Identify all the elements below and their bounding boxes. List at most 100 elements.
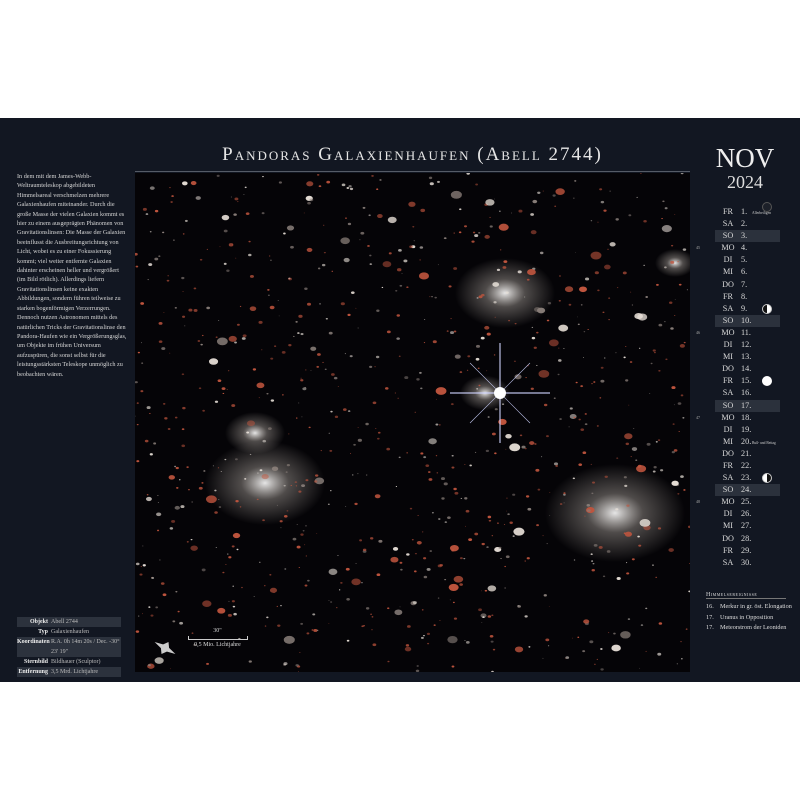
weekday: FR bbox=[722, 376, 733, 386]
calendar-day: FR 29. bbox=[690, 545, 800, 557]
day-number: 3. bbox=[741, 231, 748, 241]
calendar-day: DO 14. bbox=[690, 363, 800, 375]
day-number: 13. bbox=[741, 352, 752, 362]
event-item: 17. Meteorstrom der Leoniden bbox=[706, 624, 796, 632]
title-divider bbox=[135, 171, 690, 172]
calendar-day: FR 22. bbox=[690, 460, 800, 472]
event-text: Meteorstrom der Leoniden bbox=[720, 624, 787, 631]
events-title: Himmelsereignisse bbox=[706, 592, 786, 599]
info-row: Typ Galaxienhaufen bbox=[17, 627, 121, 637]
day-number: 28. bbox=[741, 533, 752, 543]
calendar-day: DI 19. bbox=[690, 424, 800, 436]
calendar-day: FR 15. bbox=[690, 375, 800, 387]
calendar-day: MI 27. bbox=[690, 520, 800, 532]
calendar-day: SO 17. bbox=[690, 399, 800, 412]
info-row: Entfernung 3,5 Mrd. Lichtjahre bbox=[17, 667, 121, 677]
moon-first-icon bbox=[762, 303, 772, 314]
calendar-page: Pandoras Galaxienhaufen (Abell 2744) In … bbox=[0, 118, 800, 682]
info-value: 3,5 Mrd. Lichtjahre bbox=[51, 669, 98, 675]
day-number: 20. bbox=[741, 436, 752, 446]
calendar-day: DI 5. bbox=[690, 254, 800, 266]
week-number: 47 bbox=[696, 414, 700, 420]
scale-distance: 0,5 Mio. Lichtjahre bbox=[194, 642, 241, 648]
weekday: MI bbox=[722, 521, 733, 531]
sunday-highlight bbox=[715, 230, 780, 243]
info-key: Koordinaten bbox=[17, 639, 50, 645]
info-value: Bildhauer (Sculptor) bbox=[51, 659, 101, 665]
weekday: MO bbox=[721, 412, 735, 422]
calendar-day: MI 13. bbox=[690, 351, 800, 363]
weekday: DO bbox=[722, 448, 734, 458]
weekday: DI bbox=[723, 340, 733, 350]
day-number: 1. bbox=[741, 207, 748, 216]
calendar-day: DO 21. bbox=[690, 448, 800, 460]
scale-bar: 30" 0,5 Mio. Lichtjahre bbox=[180, 628, 255, 648]
event-text: Merkur in gr. öst. Elongation bbox=[720, 603, 792, 610]
info-key: Entfernung bbox=[18, 669, 48, 675]
day-number: 14. bbox=[741, 364, 752, 374]
weekday: DI bbox=[723, 424, 733, 434]
day-number: 26. bbox=[741, 509, 752, 519]
weekday: MI bbox=[722, 436, 733, 446]
weekday: SA bbox=[722, 473, 734, 483]
info-row: Koordinaten R.A. 0h 14m 20s / Dec. -30° 2… bbox=[17, 637, 121, 657]
calendar-day: SO 24. bbox=[690, 484, 800, 497]
info-row: Objekt Abell 2744 bbox=[17, 617, 121, 627]
weekday: MO bbox=[721, 243, 735, 253]
weekday: FR bbox=[722, 207, 733, 216]
starfield-image bbox=[135, 173, 690, 672]
info-key: Objekt bbox=[30, 619, 48, 625]
calendar-day: SO 10. bbox=[690, 314, 800, 327]
info-key: Sternbild bbox=[23, 659, 48, 665]
event-item: 16. Merkur in gr. öst. Elongation bbox=[706, 603, 796, 611]
weekday: MI bbox=[722, 352, 733, 362]
day-number: 25. bbox=[741, 497, 752, 507]
events-list: 16. Merkur in gr. öst. Elongation 17. Uranu… bbox=[706, 603, 796, 635]
calendar-day: FR 8. bbox=[690, 291, 800, 303]
page-title: Pandoras Galaxienhaufen (Abell 2744) bbox=[222, 144, 603, 165]
weekday: SO bbox=[722, 485, 734, 495]
day-number: 27. bbox=[741, 521, 752, 531]
weekday: FR bbox=[722, 460, 733, 470]
weekday: DO bbox=[722, 279, 734, 289]
info-value: Galaxienhaufen bbox=[51, 629, 89, 635]
weekday: SO bbox=[722, 315, 734, 325]
weekday: SA bbox=[722, 557, 734, 567]
event-date: 17. bbox=[706, 624, 714, 631]
day-number: 6. bbox=[741, 267, 748, 277]
weekday: SA bbox=[722, 388, 734, 398]
weekday: FR bbox=[722, 545, 733, 555]
calendar-day: DI 12. bbox=[690, 339, 800, 351]
weekday: SA bbox=[722, 303, 734, 313]
calendar-day: 45 MO 4. bbox=[690, 242, 800, 254]
sunday-highlight bbox=[715, 314, 780, 327]
day-number: 16. bbox=[741, 388, 752, 398]
calendar-day: 46 MO 11. bbox=[690, 327, 800, 339]
scale-angle: 30" bbox=[213, 628, 222, 634]
day-number: 17. bbox=[741, 400, 752, 410]
weekday: DI bbox=[723, 255, 733, 265]
weekday: MI bbox=[722, 267, 733, 277]
event-text: Uranus in Opposition bbox=[720, 613, 774, 621]
day-number: 22. bbox=[741, 460, 752, 470]
week-number: 48 bbox=[696, 499, 700, 505]
info-value: R.A. 0h 14m 20s / Dec. -30° 23' 19" bbox=[51, 639, 120, 655]
calendar-day: DO 28. bbox=[690, 533, 800, 545]
calendar-day: 47 MO 18. bbox=[690, 412, 800, 424]
object-info-table: Objekt Abell 2744 Typ Galaxienhaufen Koordin… bbox=[17, 617, 121, 677]
holiday-note: Buß- und Bettag bbox=[752, 440, 776, 445]
weekday: MO bbox=[721, 327, 735, 337]
calendar-day: DO 7. bbox=[690, 279, 800, 291]
calendar-day: FR 1. Allerheiligen bbox=[690, 202, 800, 218]
weekday: FR bbox=[722, 291, 733, 301]
day-number: 30. bbox=[741, 557, 752, 567]
calendar-days: FR 1. Allerheiligen SA 2. SO 3. 45 MO 4. DI 5. MI 6. D… bbox=[690, 202, 800, 569]
galaxy-cluster-photo: 30" 0,5 Mio. Lichtjahre bbox=[135, 173, 690, 672]
day-number: 19. bbox=[741, 424, 752, 434]
calendar-day: SA 23. bbox=[690, 472, 800, 484]
moon-new-icon bbox=[762, 202, 772, 212]
holiday-note: Allerheiligen bbox=[752, 211, 771, 215]
day-number: 4. bbox=[741, 243, 748, 253]
info-key: Typ bbox=[38, 629, 48, 635]
calendar-day: SO 3. bbox=[690, 230, 800, 243]
